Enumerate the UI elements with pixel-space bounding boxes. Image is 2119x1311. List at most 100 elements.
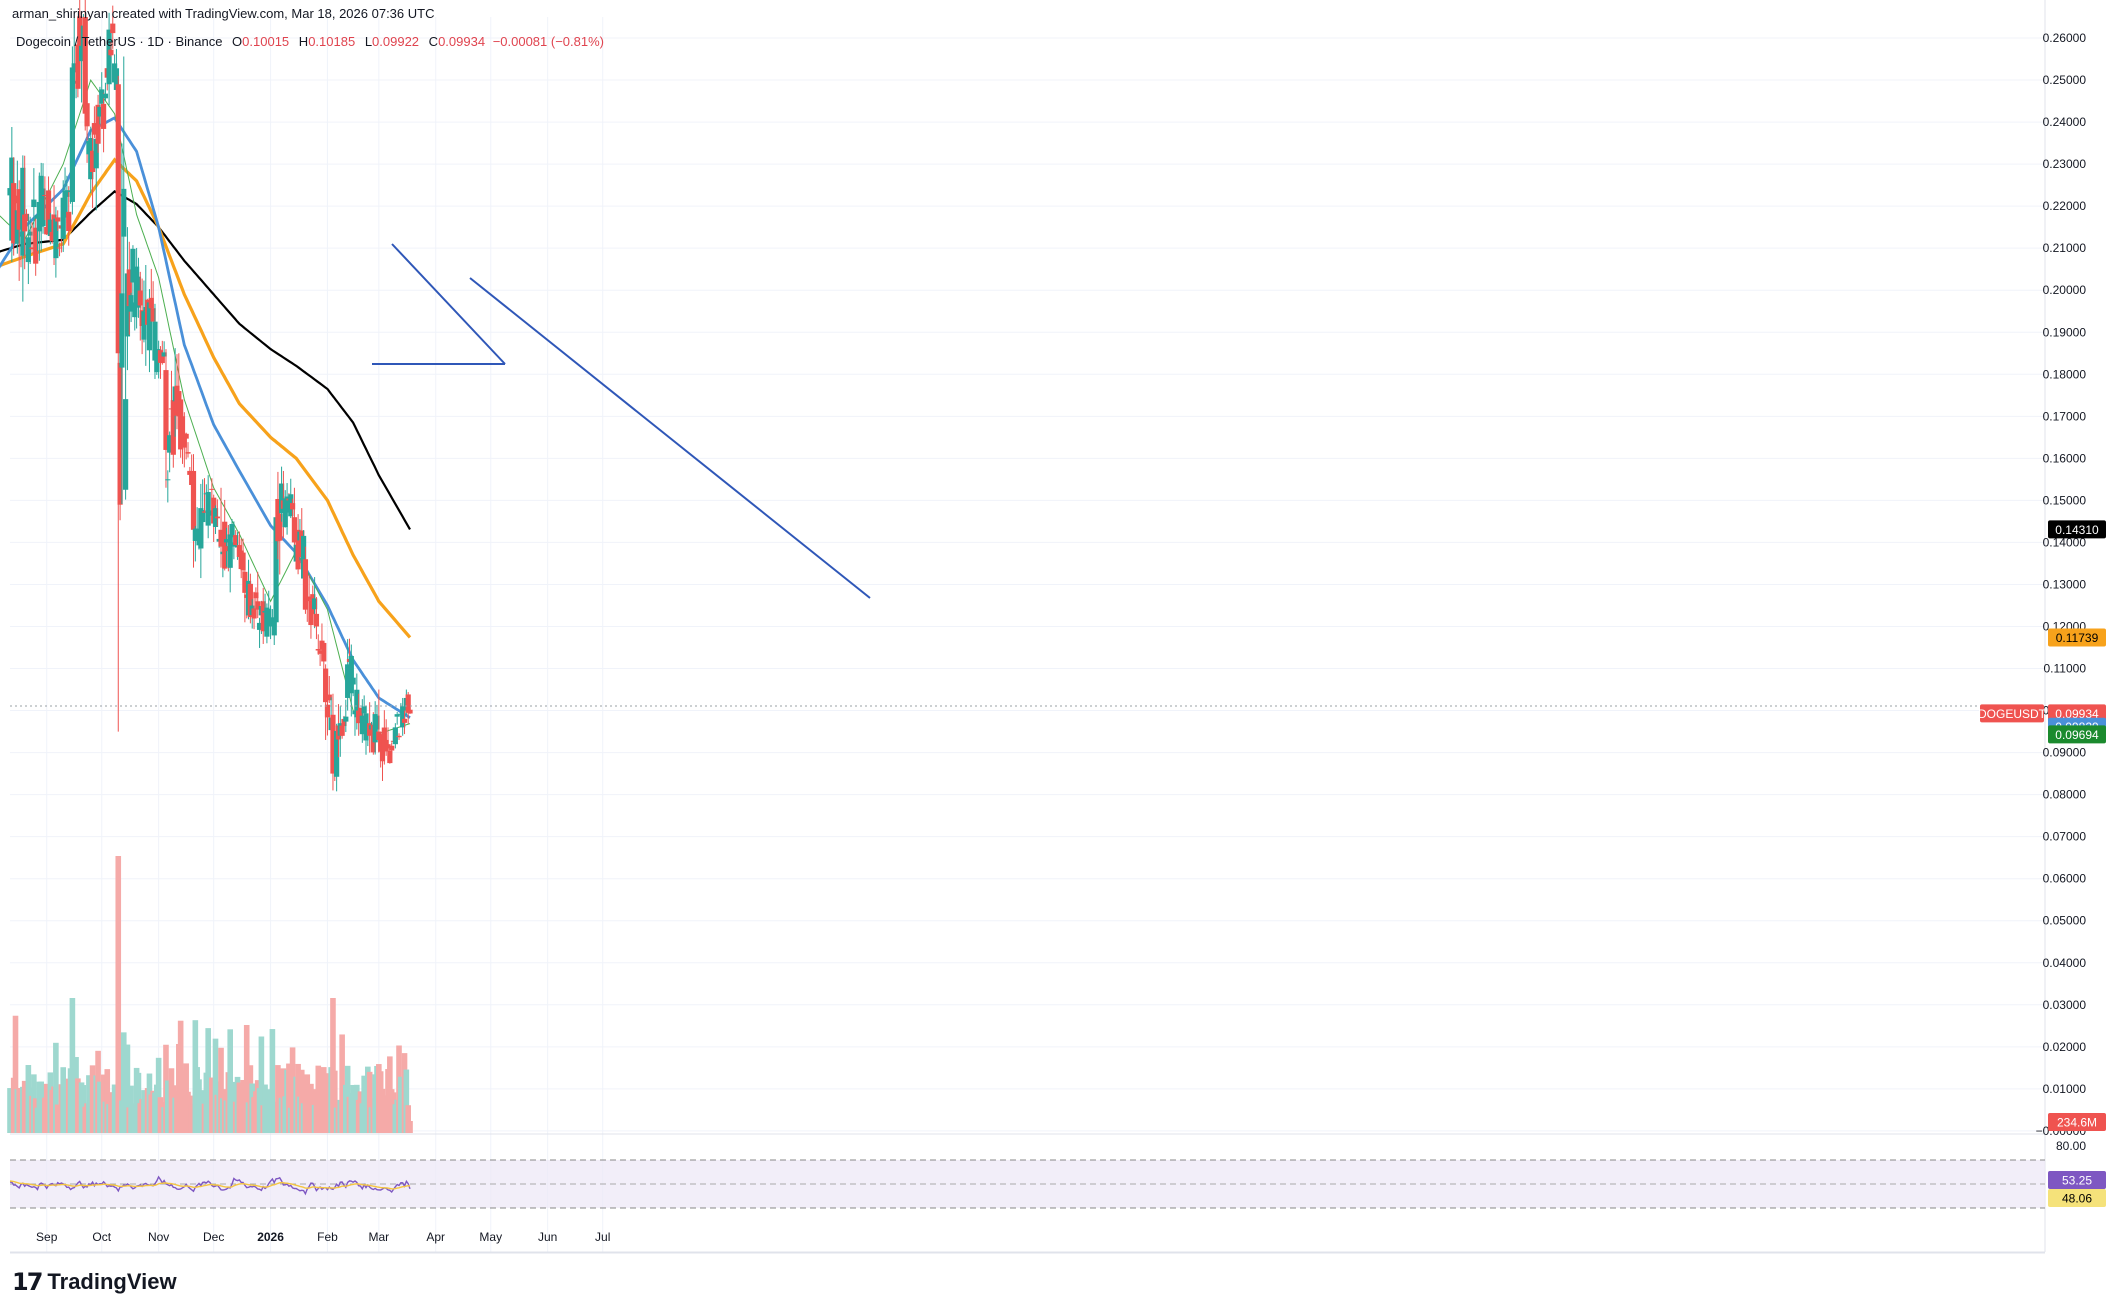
candle[interactable] [400,697,406,736]
candle[interactable] [278,466,285,522]
candle[interactable] [108,42,114,57]
candle[interactable] [227,527,233,593]
candle[interactable] [284,483,290,535]
candle[interactable] [242,563,248,623]
candle[interactable] [62,167,68,229]
descending-trendline-1[interactable] [391,243,506,365]
candle[interactable] [126,241,132,335]
candle[interactable] [291,487,298,556]
candle[interactable] [392,723,398,749]
price-tick-label: 0.23000 [2043,157,2087,171]
candle[interactable] [277,510,283,575]
candle[interactable] [23,209,30,229]
candle[interactable] [106,12,112,106]
candle[interactable] [359,699,365,743]
candle[interactable] [167,431,173,473]
candle[interactable] [229,519,235,558]
candle[interactable] [69,46,75,215]
candlesticks[interactable] [7,0,413,792]
candle[interactable] [148,268,154,316]
candle[interactable] [137,271,143,341]
candle[interactable] [317,650,323,666]
ma-20-line [0,79,411,735]
candle[interactable] [343,699,349,733]
candle[interactable] [22,155,28,270]
candle[interactable] [207,492,213,519]
candle[interactable] [170,394,176,468]
candle[interactable] [260,587,266,644]
candle[interactable] [128,292,134,323]
candle[interactable] [130,245,136,297]
candle[interactable] [154,338,160,375]
candle[interactable] [394,711,400,725]
candle[interactable] [40,163,46,234]
candle[interactable] [33,216,39,276]
price-axis[interactable]: 0.26000 0.25000 0.24000 0.23000 0.22000 0.210… [2036,31,2087,1138]
candle[interactable] [185,442,191,458]
candle[interactable] [323,664,329,740]
candle[interactable] [27,216,33,265]
candle[interactable] [91,106,98,139]
candle[interactable] [66,186,72,246]
candle[interactable] [31,168,37,237]
candle[interactable] [302,546,309,614]
candle[interactable] [71,17,77,103]
candle[interactable] [198,483,204,579]
candle[interactable] [121,56,127,354]
candle[interactable] [77,0,83,85]
candle[interactable] [110,5,116,49]
candle[interactable] [12,186,19,206]
candle[interactable] [165,470,171,503]
descending-trendline-2[interactable] [469,277,871,599]
candle[interactable] [233,530,239,548]
candle[interactable] [214,499,220,527]
candle[interactable] [190,454,197,568]
candle[interactable] [313,597,320,640]
candle[interactable] [326,675,332,704]
candle[interactable] [29,222,35,254]
candle[interactable] [200,479,206,547]
candle[interactable] [183,432,189,460]
candle[interactable] [381,710,387,765]
candle[interactable] [256,617,263,648]
candle[interactable] [396,733,402,740]
svg-text:DOGEUSDT: DOGEUSDT [1978,707,2047,721]
candle[interactable] [209,478,215,502]
tradingview-logo[interactable]: 17 TradingView [12,1268,177,1296]
candle[interactable] [201,478,208,513]
candle[interactable] [89,125,96,208]
candle[interactable] [389,742,395,755]
candle[interactable] [163,349,169,488]
candle[interactable] [100,92,107,153]
candle[interactable] [205,475,211,539]
rsi-line [9,1175,411,1196]
candle[interactable] [255,571,261,619]
candle[interactable] [102,82,109,101]
candle[interactable] [95,94,101,153]
candle[interactable] [218,487,224,568]
candle[interactable] [141,280,147,343]
candle[interactable] [378,731,384,768]
drawn-trendlines[interactable] [372,243,871,599]
candle[interactable] [222,499,228,571]
candle[interactable] [345,639,351,711]
candle[interactable] [253,587,259,604]
candle[interactable] [295,514,301,575]
candle[interactable] [324,682,331,736]
candle[interactable] [11,157,17,256]
candle[interactable] [405,692,411,724]
candle[interactable] [330,693,336,791]
candle[interactable] [181,412,187,468]
candle[interactable] [407,702,413,714]
symbol-name[interactable]: Dogecoin / TetherUS · 1D · Binance [16,34,223,49]
candle[interactable] [56,242,63,257]
candle[interactable] [266,590,272,624]
time-axis[interactable]: Sep Oct Nov Dec 2026 Feb Mar Apr May Jun Jul [36,1230,610,1244]
candle[interactable] [161,341,167,357]
candle[interactable] [55,210,61,231]
candle[interactable] [25,214,31,285]
candle[interactable] [42,176,48,221]
candle[interactable] [240,538,246,578]
candle[interactable] [350,658,356,697]
